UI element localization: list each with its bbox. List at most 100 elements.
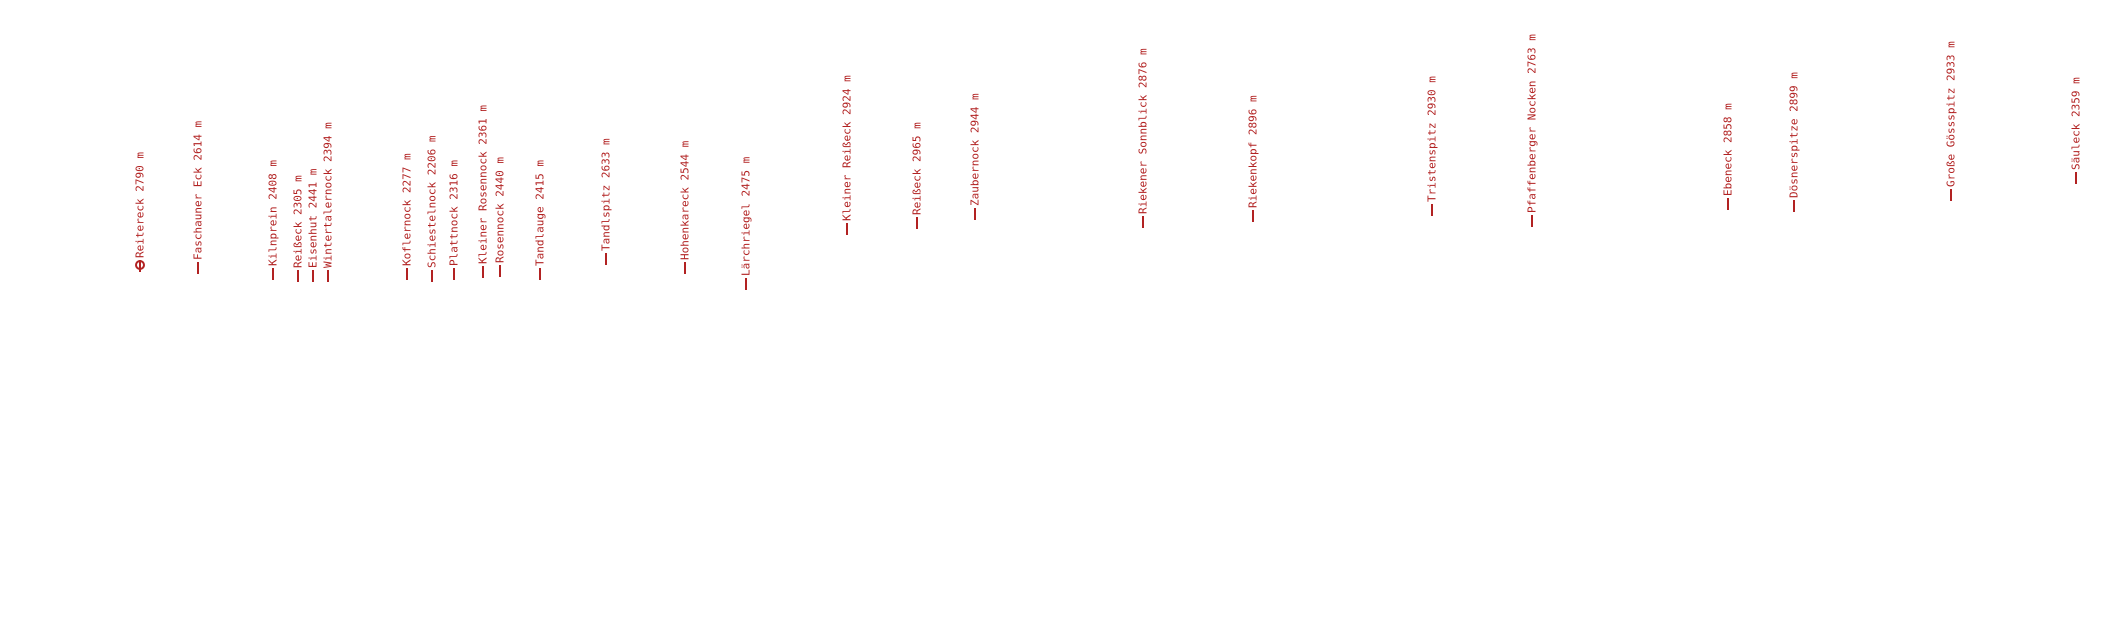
peak-elevation: 2440 m xyxy=(493,157,507,197)
peak-name: Kleiner Rosennock xyxy=(476,151,490,264)
tick-mark xyxy=(1142,216,1144,228)
peak-name: Plattnock xyxy=(447,206,461,266)
tick-mark xyxy=(605,253,607,265)
peak-label[interactable]: Koflernock 2277 m xyxy=(400,153,414,266)
peak-elevation: 2408 m xyxy=(266,160,280,200)
peak-name: Säuleck xyxy=(2069,123,2083,170)
peak-elevation: 2930 m xyxy=(1425,76,1439,116)
tick-mark xyxy=(539,268,541,280)
tick-mark xyxy=(272,268,274,280)
peak-elevation: 2633 m xyxy=(599,138,613,179)
tick-mark xyxy=(406,268,408,280)
peak-label[interactable]: Plattnock 2316 m xyxy=(447,160,461,266)
peak-name: Ebeneck xyxy=(1721,149,1735,196)
peak-elevation: 2544 m xyxy=(678,140,692,181)
peak-name: Kilnprein xyxy=(266,206,280,266)
tick-mark xyxy=(916,217,918,229)
peak-label[interactable]: Reitereck 2790 m xyxy=(133,152,147,258)
peak-name: Reißeck xyxy=(291,221,305,268)
location-pin-icon xyxy=(135,260,145,272)
tick-mark xyxy=(453,268,455,280)
peak-elevation: 2790 m xyxy=(133,152,147,192)
peak-label[interactable]: Pfaffenberger Nocken 2763 m xyxy=(1525,34,1539,213)
peak-elevation: 2933 m xyxy=(1944,41,1958,82)
tick-mark xyxy=(482,266,484,278)
peak-label[interactable]: Zaubernock 2944 m xyxy=(968,93,982,206)
peak-label[interactable]: Kleiner Reißeck 2924 m xyxy=(840,75,854,221)
peak-elevation: 2858 m xyxy=(1721,103,1735,144)
tick-mark xyxy=(327,270,329,282)
peak-elevation: 2206 m xyxy=(425,135,439,176)
peak-name: Schiestelnock xyxy=(425,181,439,268)
tick-mark xyxy=(1727,198,1729,210)
peak-elevation: 2896 m xyxy=(1246,95,1260,136)
tick-mark xyxy=(684,262,686,274)
peak-label[interactable]: Kilnprein 2408 m xyxy=(266,160,280,266)
peak-name: Wintertalernock xyxy=(321,168,335,268)
peak-elevation: 2965 m xyxy=(910,122,924,163)
tick-mark xyxy=(1252,210,1254,222)
peak-elevation: 2614 m xyxy=(191,120,205,161)
peak-label[interactable]: Kleiner Rosennock 2361 m xyxy=(476,105,490,264)
tick-mark xyxy=(197,262,199,274)
peak-elevation: 2944 m xyxy=(968,93,982,134)
peak-elevation: 2361 m xyxy=(476,105,490,145)
tick-mark xyxy=(312,270,314,282)
tick-mark xyxy=(1431,204,1433,216)
tick-mark xyxy=(431,270,433,282)
peak-label[interactable]: Reißeck 2965 m xyxy=(910,122,924,215)
peak-name: Pfaffenberger Nocken xyxy=(1525,80,1539,213)
tick-mark xyxy=(1531,215,1533,227)
peak-name: Tristenspitz xyxy=(1425,122,1439,202)
peak-label[interactable]: Große Gössspitz 2933 m xyxy=(1944,41,1958,187)
tick-mark xyxy=(745,278,747,290)
peak-elevation: 2876 m xyxy=(1136,48,1150,89)
peak-name: Rosennock xyxy=(493,203,507,263)
peak-label[interactable]: Säuleck 2359 m xyxy=(2069,77,2083,170)
peak-label[interactable]: Tristenspitz 2930 m xyxy=(1425,76,1439,202)
peak-label[interactable]: Riekener Sonnblick 2876 m xyxy=(1136,48,1150,214)
tick-mark xyxy=(846,223,848,235)
peak-elevation: 2763 m xyxy=(1525,34,1539,74)
peak-name: Riekenkopf xyxy=(1246,141,1260,208)
peak-label[interactable]: Hohenkareck 2544 m xyxy=(678,140,692,260)
peak-name: Riekener Sonnblick xyxy=(1136,94,1150,214)
peak-name: Reitereck xyxy=(133,198,147,258)
peak-elevation: 2305 m xyxy=(291,175,305,216)
tick-mark xyxy=(974,208,976,220)
peak-elevation: 2899 m xyxy=(1787,72,1801,112)
peak-name: Große Gössspitz xyxy=(1944,87,1958,187)
tick-mark xyxy=(1793,200,1795,212)
peak-label[interactable]: Ebeneck 2858 m xyxy=(1721,103,1735,196)
peak-elevation: 2441 m xyxy=(306,168,320,209)
peak-elevation: 2415 m xyxy=(533,160,547,200)
peak-label[interactable]: Lärchriegel 2475 m xyxy=(739,156,753,276)
peak-elevation: 2316 m xyxy=(447,160,461,200)
peak-name: Tandlauge xyxy=(533,206,547,266)
peak-label[interactable]: Riekenkopf 2896 m xyxy=(1246,95,1260,208)
peak-name: Dösnerspitze xyxy=(1787,118,1801,198)
peak-label[interactable]: Tandlspitz 2633 m xyxy=(599,138,613,251)
peak-label[interactable]: Faschauner Eck 2614 m xyxy=(191,120,205,260)
peak-label[interactable]: Schiestelnock 2206 m xyxy=(425,135,439,268)
peak-elevation: 2394 m xyxy=(321,122,335,163)
peak-elevation: 2475 m xyxy=(739,156,753,197)
peak-elevation: 2359 m xyxy=(2069,77,2083,118)
peak-name: Zaubernock xyxy=(968,139,982,206)
peak-name: Reißeck xyxy=(910,168,924,215)
peak-name: Eisenhut xyxy=(306,215,320,268)
peak-name: Faschauner Eck xyxy=(191,167,205,260)
peak-elevation: 2277 m xyxy=(400,153,414,194)
peak-elevation: 2924 m xyxy=(840,75,854,116)
tick-mark xyxy=(499,265,501,277)
peak-label[interactable]: Rosennock 2440 m xyxy=(493,157,507,263)
peak-name: Kleiner Reißeck xyxy=(840,121,854,221)
peak-label[interactable]: Reißeck 2305 m xyxy=(291,175,305,268)
peak-name: Tandlspitz xyxy=(599,184,613,251)
peak-label[interactable]: Wintertalernock 2394 m xyxy=(321,122,335,268)
peak-name: Koflernock xyxy=(400,199,414,266)
peak-label[interactable]: Dösnerspitze 2899 m xyxy=(1787,72,1801,198)
peak-label[interactable]: Eisenhut 2441 m xyxy=(306,168,320,268)
peak-label[interactable]: Tandlauge 2415 m xyxy=(533,160,547,266)
